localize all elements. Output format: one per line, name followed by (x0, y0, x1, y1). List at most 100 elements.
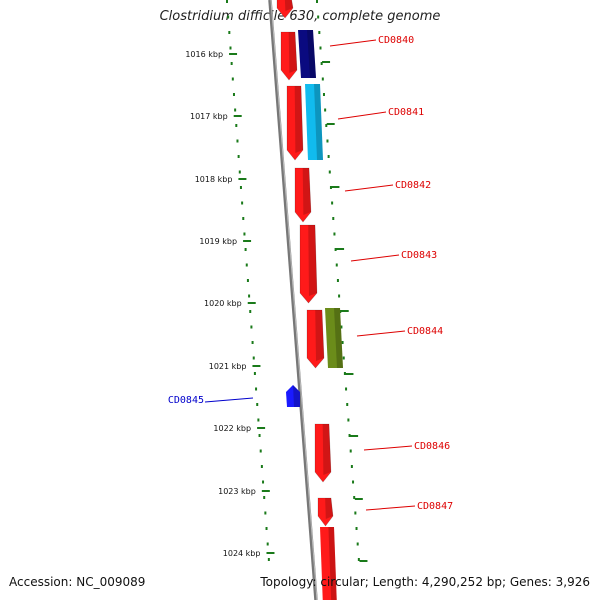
tick-label: 1018 kbp (195, 175, 233, 184)
ruler-dot-right (347, 418, 350, 422)
gene-arrow-cd0845-shade (293, 385, 300, 407)
gene-arrow-forward-shade (284, 0, 293, 11)
ruler-dot-left (226, 0, 228, 3)
ruler-dot-right (341, 341, 344, 344)
ruler-dot-left (250, 325, 253, 329)
ruler-dot-left (245, 263, 248, 267)
ruler-dot-left (234, 108, 237, 112)
ruler-dot-left (231, 77, 234, 81)
gene-leader-line (329, 39, 377, 47)
ruler-dot-right (329, 186, 332, 189)
ruler-dot-left (237, 155, 240, 158)
gene-label-cd0844: CD0844 (407, 326, 443, 337)
ruler-dot-right (333, 232, 336, 236)
ruler-dot-right (357, 558, 360, 561)
ruler-dot-right (324, 108, 327, 112)
gene-label-cd0841: CD0841 (388, 107, 424, 118)
ruler-dot-left (232, 93, 235, 96)
ruler-dot-left (253, 372, 256, 375)
tick-label: 1024 kbp (223, 549, 261, 558)
ruler-dot-left (227, 15, 230, 19)
gene-label-cd0840: CD0840 (378, 35, 414, 46)
ruler-dot-right (352, 480, 355, 484)
gene-arrow-forward-shade (325, 498, 333, 519)
gene-label-cd0846: CD0846 (414, 441, 450, 452)
ruler-dot-right (317, 15, 320, 19)
ruler-dot-right (318, 31, 321, 34)
gene-arrow-forward-shade (308, 225, 317, 296)
ruler-dot-left (236, 139, 239, 143)
gene-label-cd0845: CD0845 (168, 395, 204, 406)
gene-block-cd0841-shade (314, 84, 323, 160)
backbone-highlight (270, 0, 318, 600)
tick-label: 1021 kbp (209, 362, 247, 371)
ruler-dot-right (319, 46, 322, 50)
gene-label-cd0847: CD0847 (417, 501, 453, 512)
ruler-dot-right (332, 217, 335, 220)
ruler-dot-right (350, 465, 353, 468)
gene-arrow-cd0845 (286, 385, 300, 407)
ruler-dot-left (244, 248, 247, 251)
gene-leader-line (350, 254, 400, 262)
ruler-dot-left (255, 387, 258, 391)
ruler-dot-right (316, 0, 318, 3)
gene-block-cd0840 (298, 30, 316, 78)
gene-arrow-forward (276, 0, 294, 19)
ruler-dot-right (320, 62, 323, 65)
gene-block-cd0841 (305, 84, 323, 160)
ruler-dot-right (328, 170, 331, 174)
gene-arrow-forward-shade (315, 310, 324, 361)
tick-label: 1022 kbp (213, 424, 251, 433)
gene-leader-line (363, 445, 413, 451)
gene-leader-line (204, 397, 254, 403)
gene-arrow-forward (280, 31, 298, 81)
ruler-dot-left (241, 201, 244, 205)
tick-label: 1019 kbp (199, 237, 237, 246)
backbone-line (268, 0, 318, 600)
ruler-dot-right (348, 434, 351, 437)
gene-arrow-forward-shade (322, 424, 331, 475)
ruler-dot-left (239, 186, 242, 189)
ruler-dot-right (336, 279, 339, 282)
gene-block-forward-shade (328, 527, 337, 600)
gene-block-cd0840-shade (307, 30, 316, 78)
ruler-dot-left (258, 434, 261, 437)
gene-arrow-forward (306, 309, 325, 369)
tick-label: 1017 kbp (190, 112, 228, 121)
ruler-dot-left (248, 294, 251, 298)
ruler-dot-right (345, 387, 348, 391)
gene-arrow-forward (299, 224, 318, 304)
gene-arrow-forward (294, 167, 312, 223)
ruler-dot-left (251, 341, 254, 344)
ruler-dot-left (262, 480, 265, 484)
ruler-dot-right (354, 511, 357, 515)
genome-stats-text: Topology: circular; Length: 4,290,252 bp… (260, 575, 590, 589)
gene-block-cd0844 (325, 308, 343, 368)
ruler-dot-left (263, 496, 266, 499)
ruler-dot-left (265, 527, 268, 530)
gene-arrow-forward-shade (302, 168, 311, 215)
ruler-dot-left (249, 310, 252, 313)
tick-label: 1020 kbp (204, 299, 242, 308)
gene-arrow-forward-shade (288, 32, 297, 73)
tick-label: 1016 kbp (185, 50, 223, 59)
ruler-dot-left (252, 356, 255, 360)
ruler-dot-left (243, 232, 246, 236)
gene-label-cd0842: CD0842 (395, 180, 431, 191)
ruler-dot-right (325, 124, 328, 127)
ruler-dot-left (230, 62, 233, 65)
ruler-dot-left (259, 449, 262, 453)
ruler-dot-right (340, 325, 343, 329)
ruler-dot-left (235, 124, 238, 127)
gene-block-forward (320, 527, 337, 600)
ruler-dot-right (356, 542, 359, 546)
ruler-dot-right (326, 139, 329, 143)
ruler-dot-right (342, 356, 345, 360)
ruler-dot-right (349, 449, 352, 453)
gene-leader-line (365, 505, 416, 511)
gene-block-cd0844-shade (334, 308, 343, 368)
ruler-dot-left (246, 279, 249, 282)
ruler-dot-right (334, 248, 337, 251)
ruler-dot-right (346, 403, 349, 406)
